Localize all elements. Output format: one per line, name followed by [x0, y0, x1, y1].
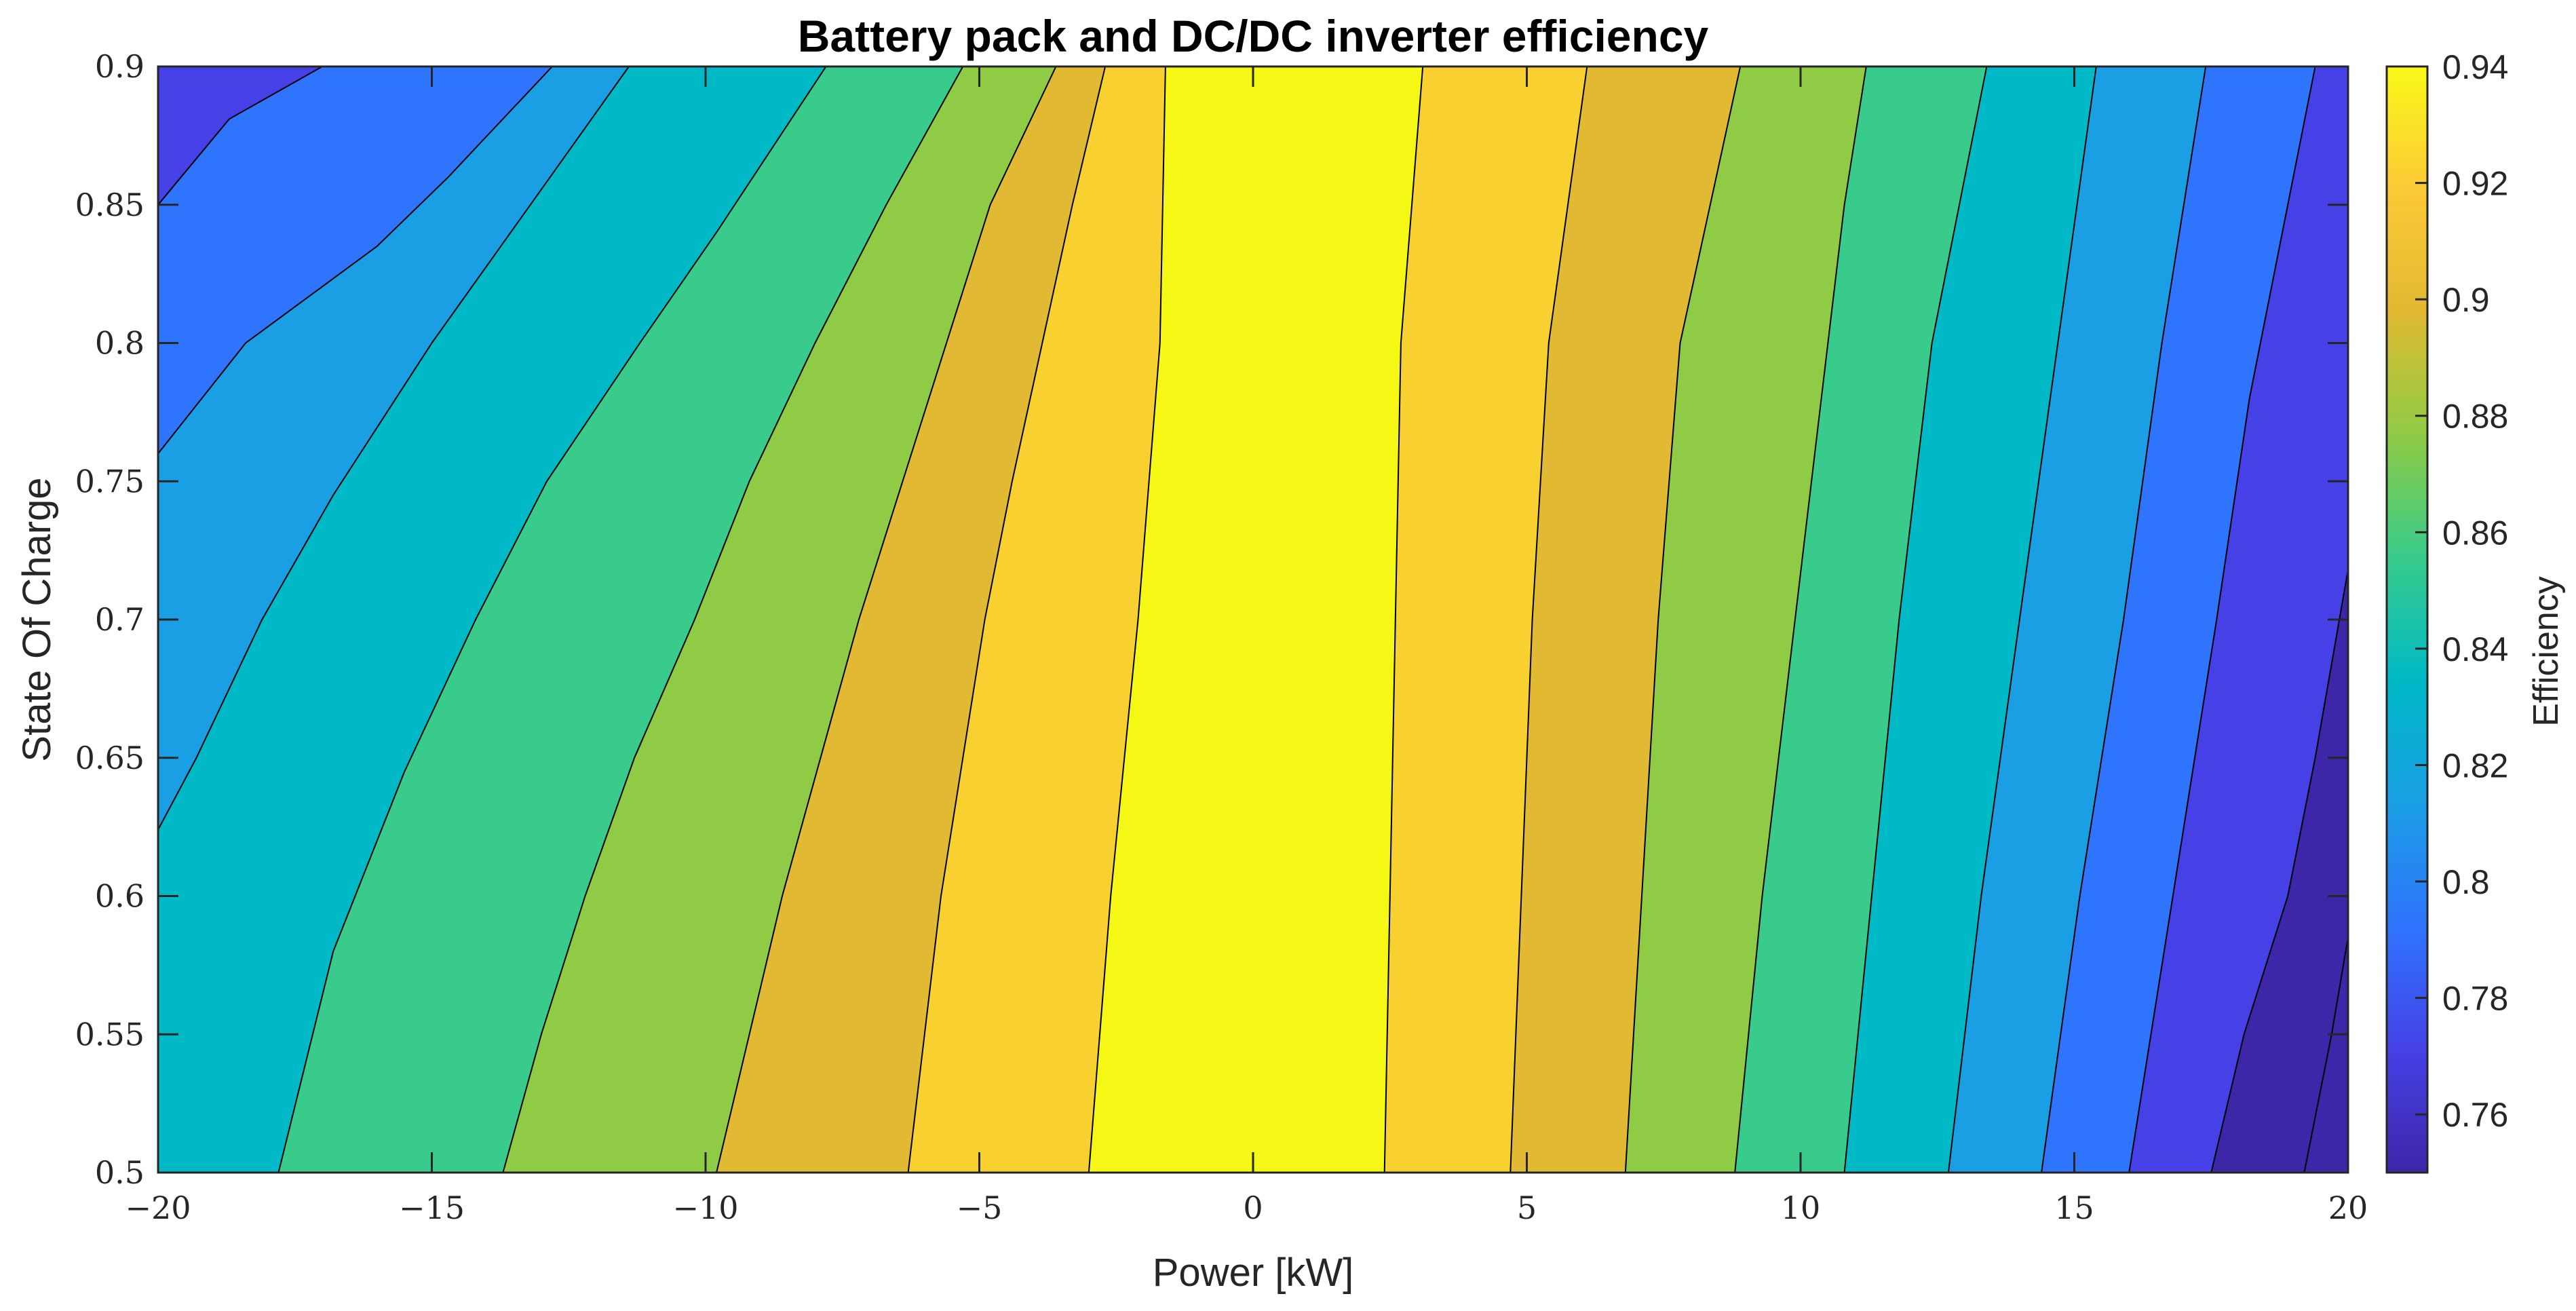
contour-band	[158, 66, 553, 455]
colorbar-tick-label: 0.78	[2442, 980, 2508, 1018]
x-tick-label: −15	[399, 1190, 465, 1226]
contour-line	[1947, 66, 2097, 1173]
y-tick-label: 0.85	[75, 187, 145, 223]
chart-title: Battery pack and DC/DC inverter efficien…	[798, 11, 1709, 61]
x-tick-label: 15	[2054, 1190, 2094, 1226]
contour-line	[1383, 66, 1424, 1173]
colorbar-label: Efficiency	[2526, 576, 2566, 727]
y-tick-label: 0.6	[95, 878, 145, 915]
contour-line	[1624, 66, 1742, 1173]
contour-line	[1510, 66, 1588, 1173]
contour-line	[2128, 66, 2316, 1173]
x-tick-label: 5	[1517, 1190, 1537, 1226]
colorbar-tick-label: 0.88	[2442, 398, 2508, 436]
contour-band	[2303, 66, 2348, 1173]
x-tick-label: −20	[125, 1190, 191, 1226]
y-tick-label: 0.65	[75, 740, 145, 776]
y-axis-ticks: 0.5 0.55 0.6 0.65 0.7 0.75 0.8 0.85 0.9	[75, 48, 2348, 1191]
x-tick-label: 0	[1243, 1190, 1263, 1226]
colorbar-tick-label: 0.76	[2442, 1096, 2508, 1134]
colorbar-ticks: 0.76 0.78 0.8 0.82 0.84 0.86 0.88 0.9 0.92 0.94	[2415, 48, 2508, 1134]
y-tick-label: 0.7	[95, 601, 145, 638]
contour-line	[502, 66, 964, 1173]
colorbar-tick-label: 0.94	[2442, 48, 2508, 86]
x-axis-label: Power [kW]	[1153, 1251, 1354, 1295]
x-tick-label: 20	[2328, 1190, 2368, 1226]
contour-line	[158, 66, 553, 455]
contour-line	[716, 66, 1057, 1173]
x-tick-label: −5	[957, 1190, 1003, 1226]
colorbar	[2385, 65, 2429, 1174]
x-tick-label: 10	[1781, 1190, 1821, 1226]
contour-line	[1734, 66, 1867, 1173]
contour-bands	[158, 66, 2348, 1173]
colorbar-tick-label: 0.86	[2442, 514, 2508, 552]
x-tick-label: −10	[672, 1190, 738, 1226]
colorbar-tick-label: 0.9	[2442, 281, 2490, 319]
contour-line	[158, 66, 630, 831]
contour-line	[907, 66, 1107, 1173]
y-tick-label: 0.5	[95, 1154, 145, 1191]
contour-band	[158, 66, 324, 206]
y-tick-label: 0.55	[75, 1016, 145, 1052]
colorbar-tick-label: 0.8	[2442, 863, 2490, 901]
x-axis-ticks: −20 −15 −10 −5 0 5 10 15 20	[125, 66, 2368, 1226]
colorbar-tick-label: 0.84	[2442, 630, 2508, 668]
y-tick-label: 0.9	[95, 48, 145, 85]
contour-line	[2210, 569, 2348, 1173]
contour-line	[1088, 66, 1166, 1173]
y-tick-label: 0.75	[75, 463, 145, 499]
y-axis-label: State Of Charge	[15, 477, 59, 761]
contour-line	[1843, 66, 1988, 1173]
colorbar-tick-label: 0.92	[2442, 165, 2508, 203]
contour-line	[158, 66, 323, 206]
contour-line	[277, 66, 827, 1173]
contour-line	[2041, 66, 2207, 1173]
colorbar-tick-label: 0.82	[2442, 746, 2508, 784]
y-tick-label: 0.8	[95, 325, 145, 362]
